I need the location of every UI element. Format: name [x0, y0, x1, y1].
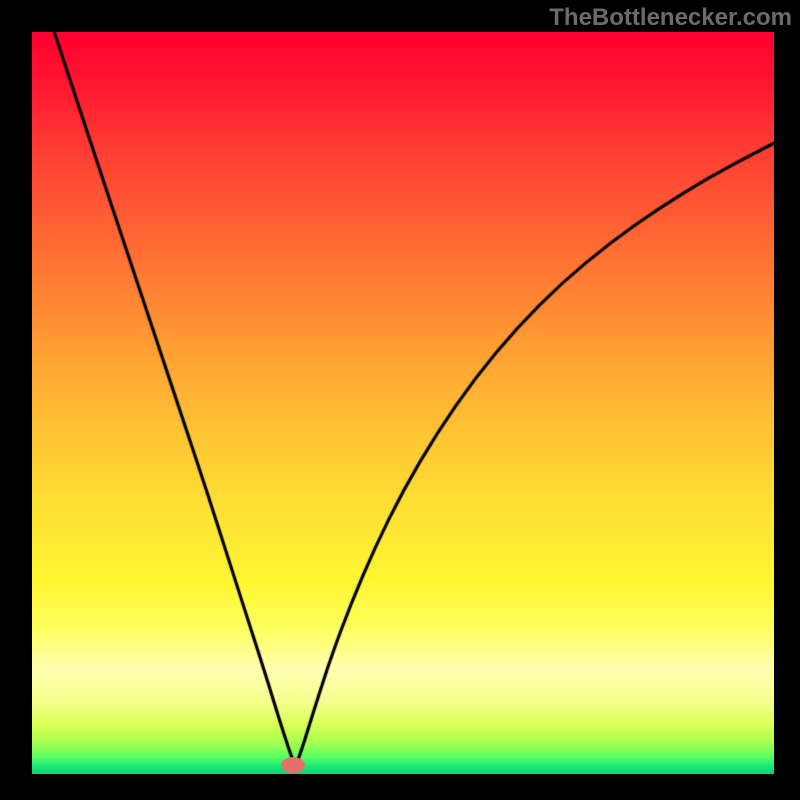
bottleneck-curve [32, 32, 774, 774]
watermark-text: TheBottlenecker.com [549, 4, 792, 32]
plot-area [32, 32, 774, 774]
